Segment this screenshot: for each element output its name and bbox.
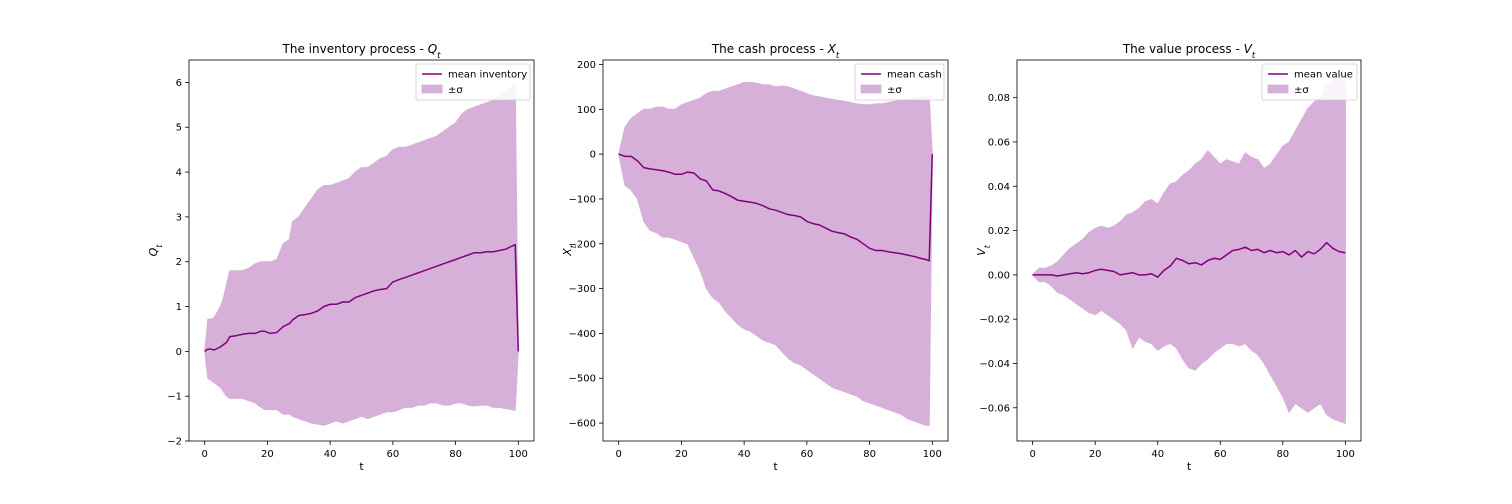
inventory-ytick-label: 6 [176, 78, 182, 89]
inventory-ylabel-subscript: t [155, 244, 164, 248]
inventory-xtick-label: 60 [386, 449, 399, 460]
cash-mean-line [618, 153, 934, 262]
cash-axes-frame [602, 59, 949, 442]
value-xtick-label: 60 [1214, 449, 1227, 460]
inventory-ytick-label: 1 [176, 302, 182, 313]
inventory-legend-band-swatch [421, 84, 443, 94]
value-ytick-label: −0.04 [979, 359, 1010, 370]
value-ytick-label: 0.00 [988, 270, 1010, 281]
value-xtick-label: 100 [1336, 449, 1355, 460]
cash-xtick-label: 40 [738, 449, 751, 460]
value-legend-sigma-label: ±σ [1294, 85, 1309, 96]
cash-ytick-label: −500 [569, 374, 596, 385]
value-legend-mean-label: mean value [1294, 70, 1353, 81]
value-xtick-label: 0 [1029, 449, 1035, 460]
cash-xtick-label: 20 [675, 449, 688, 460]
value-panel: 0 20 40 60 80 100 −0.06 −0.04 −0.02 0.00 0.02 0.04 0… [975, 42, 1362, 473]
inventory-legend-sigma-label: ±σ [448, 85, 463, 96]
cash-ytick-label: −200 [569, 239, 596, 250]
value-xtick-label: 20 [1089, 449, 1102, 460]
value-title-symbol: V [1244, 42, 1253, 56]
inventory-title: The inventory process - Qt [282, 42, 442, 60]
value-ytick-label: −0.06 [979, 403, 1010, 414]
cash-ytick-label: −100 [569, 194, 596, 205]
inventory-axes-frame [188, 59, 535, 442]
value-title: The value process - Vt [1122, 42, 1256, 60]
value-ytick-label: −0.02 [979, 315, 1010, 326]
value-title-text: The value process - [1122, 42, 1244, 56]
inventory-legend-mean-label: mean inventory [448, 70, 527, 81]
cash-xtick-label: 80 [863, 449, 876, 460]
inventory-ylabel: Qt [147, 244, 164, 257]
value-axes-frame [1016, 59, 1362, 442]
cash-ylabel-subscript: t [569, 244, 578, 248]
inventory-ylabel-symbol: Q [147, 247, 160, 256]
cash-legend-sigma-label: ±σ [887, 85, 902, 96]
inventory-ytick-label: 5 [176, 123, 182, 134]
value-xtick-label: 80 [1276, 449, 1289, 460]
inventory-ytick-label: 2 [176, 257, 182, 268]
inventory-title-symbol: Q [428, 42, 437, 56]
inventory-panel: 0 20 40 60 80 100 −2 −1 0 1 2 3 4 5 6 The inventory pro… [147, 42, 535, 473]
cash-title: The cash process - Xt [711, 42, 840, 60]
cash-xtick-label: 0 [615, 449, 621, 460]
value-ylabel-subscript: t [983, 244, 992, 248]
inventory-legend [415, 63, 531, 101]
inventory-xlabel: t [359, 460, 364, 473]
cash-ytick-label: 0 [590, 150, 596, 161]
cash-ylabel: Xt [561, 244, 578, 257]
cash-legend-mean-label: mean cash [887, 70, 942, 81]
cash-title-symbol: X [827, 42, 837, 56]
cash-ytick-label: −300 [569, 284, 596, 295]
cash-ytick-label: 100 [577, 105, 596, 116]
cash-ytick-label: −400 [569, 329, 596, 340]
value-xlabel: t [1187, 460, 1192, 473]
inventory-xtick-label: 100 [509, 449, 528, 460]
value-ytick-label: 0.02 [988, 226, 1010, 237]
cash-xtick-label: 60 [800, 449, 813, 460]
inventory-title-subscript: t [437, 50, 441, 60]
cash-title-text: The cash process - [711, 42, 828, 56]
value-mean-line [1032, 241, 1346, 278]
cash-ytick-label: −600 [569, 419, 596, 430]
inventory-title-text: The inventory process - [282, 42, 428, 56]
inventory-ytick-label: 3 [176, 212, 182, 223]
cash-ylabel-symbol: X [561, 248, 574, 257]
cash-xtick-label: 100 [923, 449, 942, 460]
cash-legend-band-swatch [860, 84, 882, 94]
value-ylabel: Vt [975, 244, 992, 256]
inventory-xtick-label: 20 [261, 449, 274, 460]
cash-title-subscript: t [836, 50, 840, 60]
inventory-ytick-label: −2 [167, 437, 182, 448]
inventory-ytick-label: 4 [176, 168, 182, 179]
value-ytick-label: 0.04 [988, 182, 1010, 193]
inventory-ytick-label: 0 [176, 347, 182, 358]
value-ylabel-symbol: V [975, 247, 988, 256]
inventory-ytick-label: −1 [167, 392, 182, 403]
cash-panel: 0 20 40 60 80 100 −600 −500 −400 −300 −200 −100 0 100… [561, 42, 949, 473]
value-title-subscript: t [1252, 50, 1256, 60]
value-xtick-label: 40 [1151, 449, 1164, 460]
inventory-xtick-label: 80 [449, 449, 462, 460]
value-sigma-band [1031, 74, 1346, 425]
inventory-xtick-label: 0 [201, 449, 207, 460]
value-ytick-label: 0.06 [988, 137, 1010, 148]
cash-ytick-label: 200 [577, 60, 596, 71]
cash-xlabel: t [773, 460, 778, 473]
inventory-xtick-label: 40 [324, 449, 337, 460]
value-ytick-label: 0.08 [988, 93, 1010, 104]
value-legend-band-swatch [1267, 84, 1289, 94]
inventory-mean-line [204, 243, 520, 353]
